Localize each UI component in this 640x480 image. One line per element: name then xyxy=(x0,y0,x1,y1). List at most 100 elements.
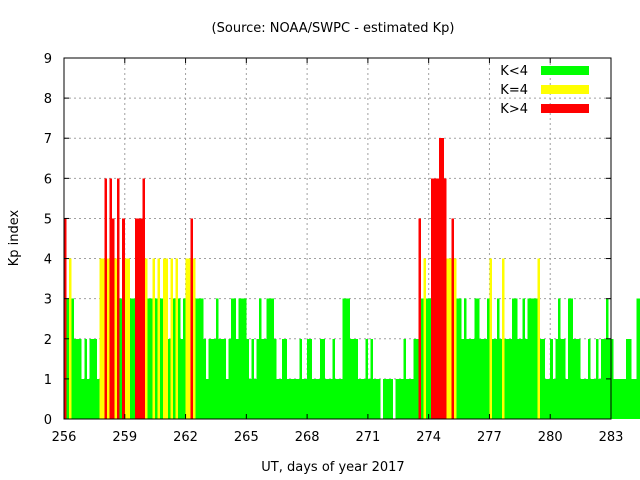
legend-label: K>4 xyxy=(500,102,528,117)
kp-bar xyxy=(81,378,85,419)
kp-bar xyxy=(512,298,515,419)
kp-bar xyxy=(127,258,130,419)
kp-bar xyxy=(276,378,280,419)
legend-swatch xyxy=(541,85,589,94)
kp-bar xyxy=(170,258,173,419)
kp-bar xyxy=(200,298,204,419)
kp-bar xyxy=(84,338,87,419)
kp-bar xyxy=(570,298,574,419)
kp-bar xyxy=(205,378,209,419)
kp-bar xyxy=(529,298,533,419)
kp-bar xyxy=(79,338,82,419)
kp-bar xyxy=(243,298,247,419)
kp-bar xyxy=(441,138,444,419)
kp-bar xyxy=(378,378,381,419)
kp-bar xyxy=(109,178,113,419)
kp-bar xyxy=(210,338,214,419)
kp-bar xyxy=(142,178,146,419)
kp-bar xyxy=(398,378,401,419)
kp-bar xyxy=(264,338,267,419)
y-tick-label: 0 xyxy=(44,413,52,428)
kp-bar xyxy=(416,338,419,419)
y-tick-label: 5 xyxy=(44,212,52,227)
kp-bar xyxy=(545,378,548,419)
kp-bar xyxy=(400,378,404,419)
kp-bar xyxy=(215,298,219,419)
kp-bar xyxy=(193,258,196,419)
kp-bar xyxy=(347,298,351,419)
kp-bar xyxy=(226,378,229,419)
kp-bar xyxy=(621,378,624,419)
kp-bar xyxy=(481,338,485,419)
kp-bar xyxy=(357,378,361,419)
kp-bar xyxy=(322,338,325,419)
kp-bar xyxy=(489,258,492,419)
kp-bar xyxy=(390,378,394,419)
kp-bar xyxy=(104,178,108,419)
kp-bar xyxy=(408,378,411,419)
kp-bar xyxy=(137,218,140,419)
kp-bar xyxy=(218,338,222,419)
kp-bar xyxy=(527,298,530,419)
legend-swatch xyxy=(541,66,589,75)
kp-bar xyxy=(469,338,472,419)
kp-bar xyxy=(94,338,97,419)
kp-bar xyxy=(590,378,594,419)
kp-bar xyxy=(155,298,158,419)
kp-bar xyxy=(122,218,125,419)
y-tick-label: 8 xyxy=(44,92,52,107)
kp-bar xyxy=(522,298,525,419)
x-tick-label: 268 xyxy=(295,430,320,445)
kp-bar xyxy=(600,338,604,419)
kp-bar xyxy=(459,298,462,419)
kp-bar xyxy=(573,338,576,419)
kp-bar xyxy=(172,298,176,419)
kp-bar xyxy=(372,378,376,419)
kp-bar xyxy=(119,298,123,419)
kp-bar xyxy=(433,178,437,419)
kp-bar xyxy=(628,338,632,419)
kp-bar xyxy=(585,378,589,419)
kp-bar xyxy=(258,298,262,419)
y-axis-label: Kp index xyxy=(7,209,22,266)
kp-bar xyxy=(213,338,216,419)
x-tick-label: 277 xyxy=(477,430,502,445)
kp-bar xyxy=(312,378,315,419)
kp-bar xyxy=(188,258,191,419)
kp-bar xyxy=(334,378,338,419)
kp-bar xyxy=(413,338,417,419)
kp-bar xyxy=(517,338,520,419)
kp-bar xyxy=(281,338,285,419)
y-tick-label: 2 xyxy=(44,333,52,348)
kp-bar xyxy=(74,338,77,419)
x-tick-label: 262 xyxy=(173,430,198,445)
kp-bar xyxy=(329,378,333,419)
kp-bar xyxy=(426,298,429,419)
kp-bar xyxy=(583,378,586,419)
legend: K<4 K=4 K>4 xyxy=(500,64,589,117)
kp-bar xyxy=(332,338,335,419)
kp-bar xyxy=(466,338,470,419)
kp-bar xyxy=(550,338,553,419)
kp-bar xyxy=(246,338,249,419)
kp-bar xyxy=(319,338,323,419)
y-tick-label: 9 xyxy=(44,52,52,67)
kp-bar xyxy=(476,298,480,419)
kp-bar xyxy=(286,378,290,419)
kp-bar xyxy=(484,338,487,419)
kp-bar xyxy=(76,338,80,419)
kp-bar xyxy=(598,378,601,419)
kp-bar xyxy=(167,338,171,419)
kp-bar xyxy=(474,298,477,419)
kp-bar xyxy=(502,258,505,419)
kp-bar xyxy=(195,298,199,419)
kp-bar xyxy=(69,258,72,419)
kp-bar xyxy=(203,338,206,419)
kp-bar xyxy=(578,338,581,419)
kp-bar xyxy=(375,378,379,419)
kp-bar xyxy=(208,338,211,419)
plot-frame xyxy=(63,57,612,420)
kp-bar xyxy=(616,378,619,419)
kp-bar xyxy=(562,338,566,419)
kp-bar xyxy=(175,258,178,419)
